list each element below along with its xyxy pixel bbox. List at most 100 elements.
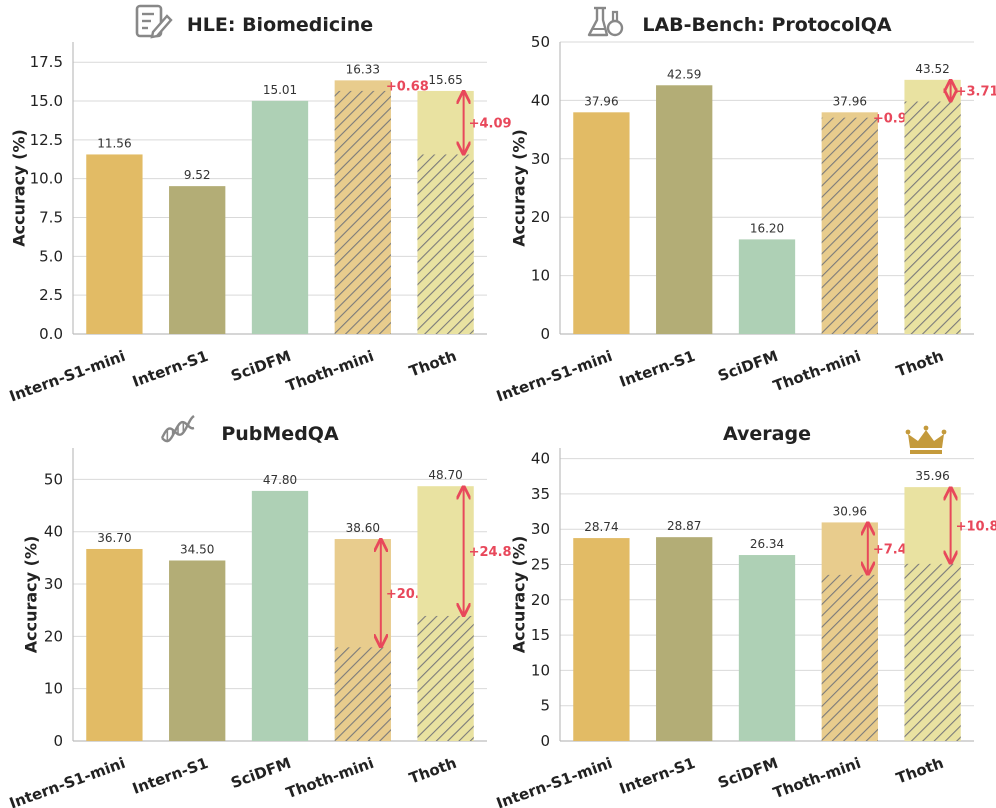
value-label-thoth-mini: 16.33 [346, 62, 380, 76]
value-label-scidfm: 15.01 [263, 83, 297, 97]
value-label-intern-s1-mini: 11.56 [97, 136, 131, 150]
y-tick-label: 15 [531, 626, 550, 644]
bar-intern-s1 [169, 560, 226, 741]
notepad-pencil-icon [135, 4, 173, 39]
chart-panel-1: HLE: Biomedicine 0.0 2.5 5.0 7.5 10.0 12.5 15.0… [7, 4, 512, 406]
y-tick-label: 0.0 [39, 325, 63, 343]
y-tick-label: 10 [531, 267, 550, 285]
chart-title: Average [723, 423, 811, 445]
y-tick-label: 25 [531, 555, 550, 573]
x-tick-label-intern-s1: Intern-S1 [617, 754, 698, 798]
value-label-thoth-mini: 30.96 [833, 504, 867, 518]
value-label-intern-s1-mini: 28.74 [584, 520, 618, 534]
value-label-thoth-mini: 37.96 [833, 94, 867, 108]
x-tick-label-intern-s1-mini: Intern-S1-mini [494, 754, 615, 808]
x-tick-label-intern-s1: Intern-S1 [617, 347, 698, 391]
x-tick-label-thoth-mini: Thoth-mini [284, 347, 377, 395]
bar-intern-s1 [656, 85, 713, 334]
y-tick-label: 10 [531, 661, 550, 679]
x-tick-label-intern-s1-mini: Intern-S1-mini [7, 347, 128, 406]
bar-base-hatch-thoth-mini [821, 117, 878, 334]
y-tick-label: 20 [44, 627, 63, 645]
x-tick-label-thoth-mini: Thoth-mini [284, 754, 377, 802]
chart-panel-2: LAB-Bench: ProtocolQA 0 10 20 30 40 50 Accuracy… [494, 6, 996, 406]
bar-scidfm [251, 490, 309, 741]
y-tick-label: 20 [531, 208, 550, 226]
bar-intern-s1-mini [573, 112, 630, 334]
value-label-intern-s1: 9.52 [184, 168, 211, 182]
y-tick-label: 5.0 [39, 247, 63, 265]
value-label-intern-s1: 34.50 [180, 542, 214, 556]
value-label-thoth: 43.52 [915, 62, 949, 76]
x-tick-label-thoth: Thoth [894, 347, 946, 381]
y-tick-label: 50 [531, 33, 550, 51]
gain-label-thoth-mini: +0.68 [386, 79, 429, 94]
y-tick-label: 20 [531, 591, 550, 609]
y-axis-label: Accuracy (%) [22, 536, 41, 654]
x-tick-label-intern-s1: Intern-S1 [130, 754, 211, 798]
y-tick-label: 15.0 [30, 92, 63, 110]
y-tick-label: 17.5 [30, 53, 63, 71]
y-tick-label: 0 [53, 732, 63, 750]
bar-scidfm [251, 100, 309, 334]
y-tick-label: 10 [44, 680, 63, 698]
gain-label-thoth: +10.87 [956, 519, 996, 534]
x-tick-label-thoth-mini: Thoth-mini [771, 754, 864, 802]
y-axis-label: Accuracy (%) [510, 536, 529, 654]
bar-scidfm [738, 555, 796, 741]
x-tick-label-intern-s1: Intern-S1 [130, 347, 211, 391]
dna-icon [160, 415, 195, 443]
y-axis-label: Accuracy (%) [510, 129, 529, 247]
value-label-thoth: 15.65 [428, 73, 462, 87]
bar-intern-s1 [169, 186, 226, 334]
crown-icon [905, 425, 947, 454]
y-tick-label: 0 [540, 732, 550, 750]
bar-base-hatch-thoth [417, 615, 474, 741]
y-tick-label: 40 [531, 450, 550, 468]
x-tick-label-thoth: Thoth [407, 347, 459, 381]
gain-label-thoth: +3.71 [956, 85, 996, 100]
bar-base-hatch-thoth [904, 563, 961, 741]
value-label-intern-s1-mini: 37.96 [584, 94, 618, 108]
value-label-thoth-mini: 38.60 [346, 521, 380, 535]
y-tick-label: 30 [44, 575, 63, 593]
y-tick-label: 5 [540, 697, 550, 715]
y-tick-label: 40 [44, 523, 63, 541]
y-tick-label: 50 [44, 470, 63, 488]
y-tick-label: 40 [531, 91, 550, 109]
value-label-scidfm: 16.20 [750, 221, 784, 235]
value-label-scidfm: 26.34 [750, 537, 784, 551]
bar-base-hatch-thoth-mini [334, 647, 391, 741]
y-tick-label: 2.5 [39, 286, 63, 304]
bar-intern-s1-mini [573, 538, 630, 741]
y-tick-label: 10.0 [30, 170, 63, 188]
value-label-thoth: 48.70 [428, 468, 462, 482]
y-tick-label: 12.5 [30, 131, 63, 149]
y-tick-label: 7.5 [39, 209, 63, 227]
chart-title: HLE: Biomedicine [187, 14, 373, 36]
value-label-intern-s1: 42.59 [667, 67, 701, 81]
bar-base-hatch-thoth [904, 101, 961, 334]
chart-panel-4: Average 0 5 10 15 20 25 30 35 40 Accuracy (%) 28.74… [494, 423, 996, 808]
chart-title: PubMedQA [221, 423, 339, 445]
y-tick-label: 30 [531, 150, 550, 168]
gain-label-thoth: +4.09 [469, 117, 512, 132]
bar-base-hatch-thoth-mini [821, 574, 878, 741]
gain-label-thoth: +24.8 [469, 545, 512, 560]
x-tick-label-thoth-mini: Thoth-mini [771, 347, 864, 395]
value-label-intern-s1: 28.87 [667, 519, 701, 533]
x-tick-label-thoth: Thoth [894, 754, 946, 788]
bar-base-hatch-thoth-mini [334, 90, 391, 334]
bar-scidfm [738, 239, 796, 334]
chart-title: LAB-Bench: ProtocolQA [642, 14, 892, 36]
chart-panel-3: PubMedQA 0 10 20 30 40 50 Accuracy (%) 36.70 Inte… [7, 415, 512, 808]
y-tick-label: 0 [540, 325, 550, 343]
x-tick-label-intern-s1-mini: Intern-S1-mini [7, 754, 128, 808]
value-label-thoth: 35.96 [915, 469, 949, 483]
x-tick-label-intern-s1-mini: Intern-S1-mini [494, 347, 615, 406]
flask-icon [587, 6, 624, 37]
value-label-scidfm: 47.80 [263, 473, 297, 487]
value-label-intern-s1-mini: 36.70 [97, 531, 131, 545]
bar-base-hatch-thoth [417, 154, 474, 334]
